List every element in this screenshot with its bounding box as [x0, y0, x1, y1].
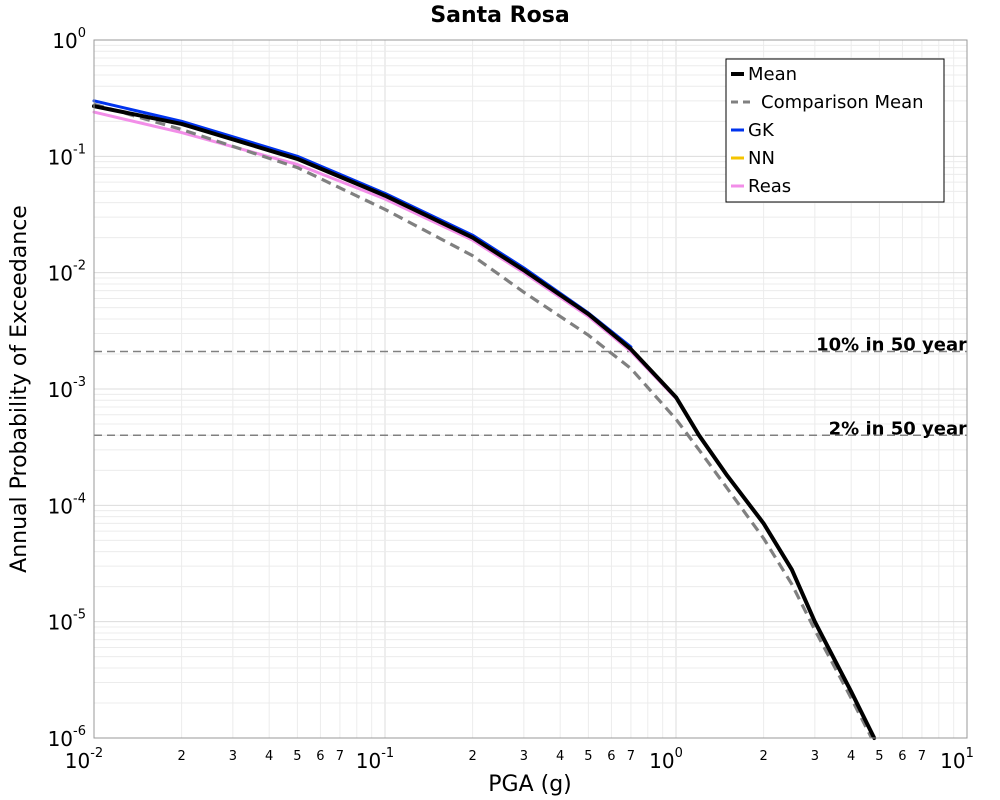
y-tick-label: 10-1: [48, 142, 86, 169]
y-tick-label: 10-3: [48, 375, 86, 402]
legend-label-comparison-mean: Comparison Mean: [761, 92, 924, 113]
x-minor-tick-label: 6: [898, 749, 906, 764]
x-axis-label: PGA (g): [488, 772, 572, 797]
x-minor-tick-label: 2: [759, 749, 767, 764]
x-tick-label: 100: [649, 746, 683, 773]
x-minor-tick-label: 4: [556, 749, 564, 764]
legend: Mean Comparison Mean GK NN Reas: [725, 58, 945, 203]
x-minor-tick-label: 4: [265, 749, 273, 764]
x-minor-tick-label: 3: [811, 749, 819, 764]
y-tick-label: 10-4: [48, 491, 86, 518]
x-minor-tick-label: 6: [607, 749, 615, 764]
x-minor-tick-label: 7: [336, 749, 344, 764]
y-tick-label: 10-5: [48, 608, 86, 635]
x-tick-label: 101: [940, 746, 974, 773]
reference-line-label: 2% in 50 year: [829, 418, 967, 439]
reference-line-label: 10% in 50 year: [816, 335, 967, 356]
series-layer: [92, 99, 877, 740]
legend-label-nn: NN: [748, 148, 775, 169]
x-minor-tick-label: 2: [177, 749, 185, 764]
legend-box: [725, 58, 945, 203]
series-line-mean: [92, 104, 877, 740]
series-line-comparison-mean: [93, 102, 874, 739]
x-minor-tick-label: 7: [627, 749, 635, 764]
x-minor-tick-label: 7: [918, 749, 926, 764]
x-minor-tick-label: 6: [316, 749, 324, 764]
plot-frame: [93, 39, 968, 739]
x-minor-tick-label: 3: [229, 749, 237, 764]
x-minor-tick-label: 5: [293, 749, 301, 764]
chart-title: Santa Rosa: [430, 3, 569, 28]
y-tick-label: 100: [52, 26, 86, 53]
x-minor-tick-label: 5: [875, 749, 883, 764]
y-tick-label: 10-2: [48, 259, 86, 286]
x-minor-tick-label: 5: [584, 749, 592, 764]
x-minor-tick-label: 4: [847, 749, 855, 764]
x-tick-label: 10-1: [356, 746, 394, 773]
x-minor-tick-label: 3: [520, 749, 528, 764]
legend-label-reas: Reas: [748, 176, 791, 197]
reference-lines-layer: 10% in 50 year 2% in 50 year: [94, 335, 967, 439]
legend-label-gk: GK: [748, 120, 775, 141]
legend-label-mean: Mean: [748, 64, 797, 85]
x-tick-label: 10-2: [65, 746, 103, 773]
x-minor-tick-label: 2: [468, 749, 476, 764]
y-tick-label: 10-6: [48, 724, 86, 751]
y-axis-label: Annual Probability of Exceedance: [7, 205, 32, 573]
